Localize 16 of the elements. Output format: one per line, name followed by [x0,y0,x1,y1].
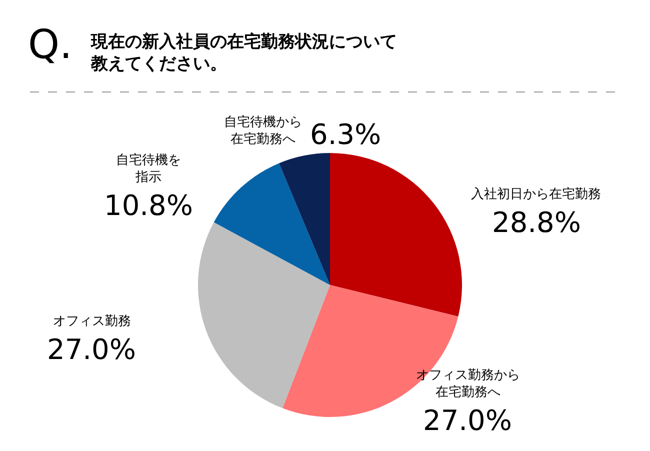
slice-label: オフィス勤務から在宅勤務へ [416,368,520,400]
chart-subtitle: 現在の新入社員の在宅勤務状況について教えてください。 [90,32,397,74]
pie-slice [214,163,330,285]
pie-slice [279,153,330,285]
data-label: 10.8% [104,189,193,222]
pie-slice [198,222,330,408]
chart-title: Q. [28,22,72,68]
pie-slice [330,153,462,316]
slice-label: 自宅待機から在宅勤務へ [224,114,302,147]
slice-label: オフィス勤務 [53,314,131,329]
data-label: 27.0% [423,404,512,437]
data-label: 6.3% [310,118,382,151]
data-label: 28.8% [492,206,581,239]
slice-label: 自宅待機を指示 [116,152,181,185]
slice-label: 入社初日から在宅勤務 [471,186,601,202]
data-label: 27.0% [47,333,136,366]
